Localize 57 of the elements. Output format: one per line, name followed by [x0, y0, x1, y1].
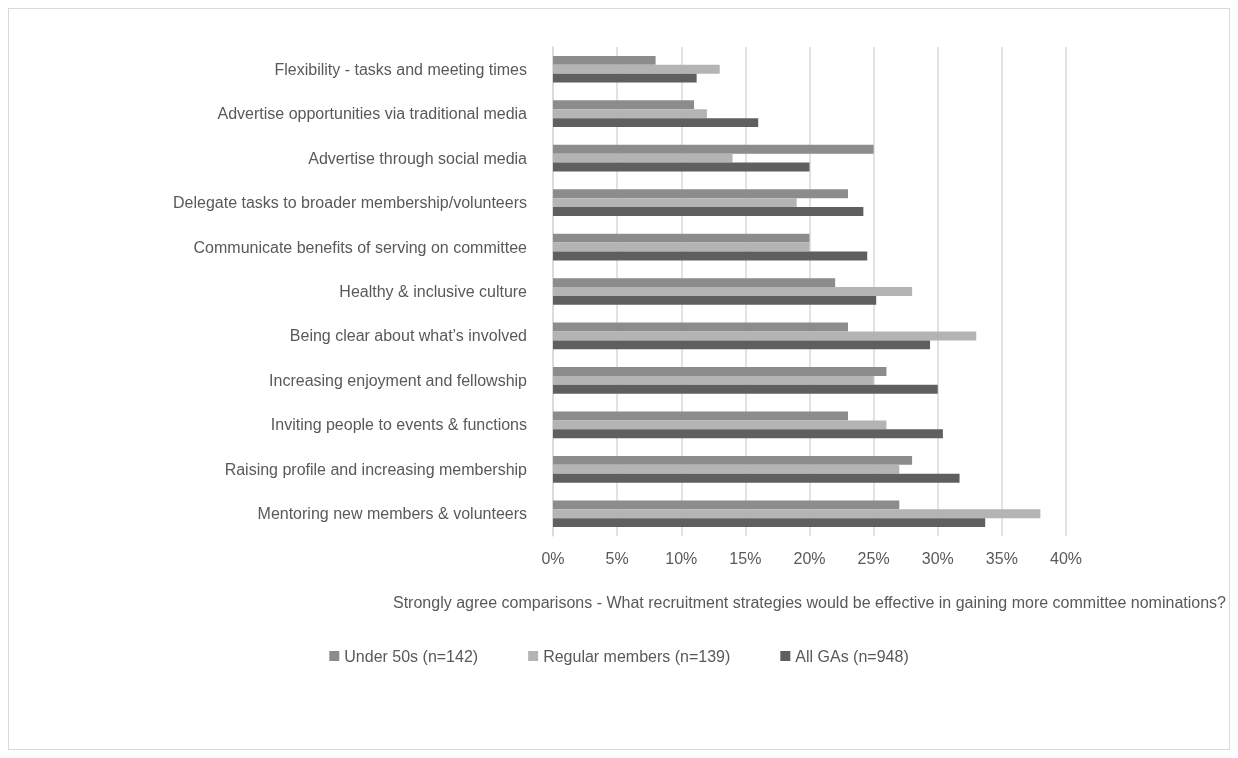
bar [553, 455, 913, 465]
y-tick-label: Advertise through social media [308, 149, 528, 167]
bar [553, 278, 836, 288]
y-tick-label: Delegate tasks to broader membership/volunteers [173, 194, 527, 212]
bar [553, 64, 720, 74]
y-tick-label: Communicate benefits of serving on committee [193, 238, 528, 256]
bar [553, 144, 874, 154]
bar [553, 109, 707, 119]
y-tick-label: Mentoring new members & volunteers [257, 505, 527, 523]
bar [553, 500, 900, 510]
y-tick-label: Raising profile and increasing membership [224, 460, 528, 478]
bar [553, 518, 986, 528]
bar [553, 322, 848, 332]
x-tick-label: 30% [921, 549, 954, 567]
x-tick-label: 40% [1049, 549, 1083, 567]
bar [553, 473, 960, 483]
bar [553, 251, 868, 261]
x-tick-label: 0% [541, 549, 565, 567]
bar [553, 100, 695, 110]
x-tick-label: 20% [793, 549, 826, 567]
bar [553, 411, 848, 421]
bar [553, 287, 913, 296]
bar [553, 198, 797, 208]
y-tick-label: Increasing enjoyment and fellowship [269, 371, 528, 389]
bar [553, 509, 1041, 519]
x-axis-title: Strongly agree comparisons - What recruitment strategies would be effective in gaining more committee nominations? [393, 593, 1227, 611]
x-tick-label: 25% [857, 549, 890, 567]
bar [553, 384, 938, 394]
x-tick-label: 5% [605, 549, 629, 567]
bar [553, 73, 697, 83]
bar [553, 189, 848, 199]
legend-label: Regular members (n=139) [543, 647, 731, 665]
y-tick-label: Being clear about what’s involved [289, 327, 527, 345]
y-tick-label: Advertise opportunities via traditional media [217, 105, 528, 123]
bar [553, 375, 874, 385]
legend-label: All GAs (n=948) [795, 647, 909, 665]
bar [553, 464, 900, 474]
bar [553, 340, 931, 350]
bar [553, 331, 977, 341]
x-tick-label: 35% [985, 549, 1018, 567]
bar [553, 162, 810, 172]
bar [553, 207, 864, 216]
bar [553, 153, 733, 163]
bar [553, 242, 810, 252]
bar [553, 118, 759, 128]
bar [553, 295, 877, 305]
bar [553, 367, 887, 376]
y-tick-label: Inviting people to events & functions [270, 416, 527, 434]
bar [553, 233, 810, 243]
x-tick-label: 10% [665, 549, 698, 567]
bar [553, 55, 656, 65]
y-tick-label: Flexibility - tasks and meeting times [274, 60, 527, 78]
bar [553, 420, 887, 430]
legend-label: Under 50s (n=142) [344, 647, 479, 665]
bar [553, 429, 943, 439]
x-tick-label: 15% [729, 549, 762, 567]
y-tick-label: Healthy & inclusive culture [339, 283, 528, 300]
